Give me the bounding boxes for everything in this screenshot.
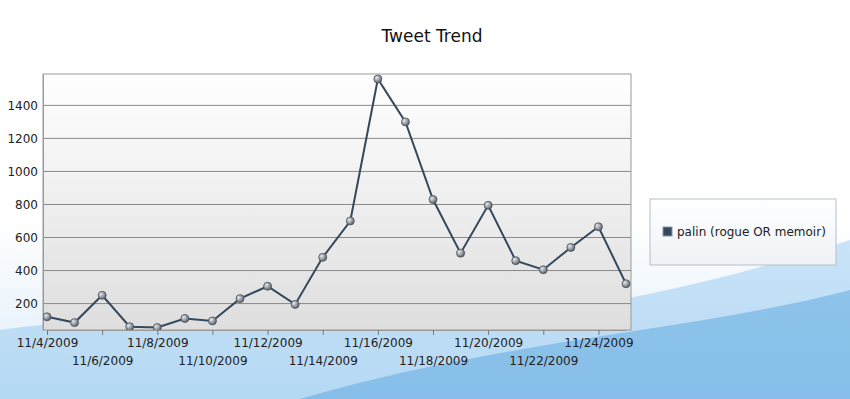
data-point	[429, 196, 437, 204]
x-tick-label: 11/18/2009	[399, 354, 468, 368]
x-tick-label: 11/20/2009	[454, 336, 523, 350]
x-tick-label: 11/14/2009	[289, 354, 358, 368]
legend-label: palin (rogue OR memoir)	[677, 225, 826, 239]
data-point	[98, 291, 106, 299]
x-tick: 11/12/2009	[233, 330, 302, 350]
grid-line	[43, 138, 631, 139]
x-tick-label: 11/8/2009	[127, 336, 189, 350]
data-point	[181, 314, 189, 322]
x-tick-mark	[212, 330, 213, 335]
y-tick-label: 200	[15, 297, 38, 311]
series-line	[47, 79, 626, 328]
legend-swatch	[663, 227, 672, 236]
data-point	[401, 118, 409, 126]
x-tick-mark	[433, 330, 434, 335]
data-point	[622, 280, 630, 288]
chart: 200 400 600 800 1000 1200 1400 11/4/2009 11/6/20…	[0, 0, 850, 399]
plot-area	[43, 74, 631, 330]
y-tick-label: 400	[15, 264, 38, 278]
x-tick-mark	[268, 330, 269, 335]
data-point	[71, 319, 79, 327]
x-axis: 11/4/2009 11/6/2009 11/8/2009 11/10/2009 11/…	[17, 330, 634, 368]
data-point	[236, 295, 244, 303]
data-point	[153, 324, 161, 330]
y-tick: 1400	[7, 99, 43, 113]
x-tick: 11/16/2009	[344, 330, 413, 350]
x-tick-label: 11/4/2009	[17, 336, 79, 350]
x-tick: 11/24/2009	[564, 330, 633, 350]
y-tick: 1000	[7, 165, 43, 179]
y-tick: 600	[15, 231, 43, 245]
data-point	[319, 253, 327, 261]
grid-line	[43, 171, 631, 172]
x-tick: 11/8/2009	[127, 330, 189, 350]
x-tick-label: 11/24/2009	[564, 336, 633, 350]
y-tick: 800	[15, 198, 43, 212]
data-point	[264, 282, 272, 290]
y-tick-label: 1400	[7, 99, 38, 113]
data-point	[512, 257, 520, 265]
x-tick-label: 11/12/2009	[233, 336, 302, 350]
grid-line	[43, 303, 631, 304]
grid-line	[43, 204, 631, 205]
x-tick-mark	[323, 330, 324, 335]
x-tick-mark	[598, 330, 599, 335]
data-point	[374, 75, 382, 83]
x-tick-label: 11/10/2009	[178, 354, 247, 368]
background	[0, 0, 850, 399]
chart-title: Tweet Trend	[381, 26, 483, 46]
data-point	[484, 201, 492, 209]
y-tick-label: 1000	[7, 165, 38, 179]
x-tick-mark	[102, 330, 103, 335]
plot-frame	[43, 74, 631, 330]
data-point	[539, 266, 547, 274]
data-point	[208, 317, 216, 325]
data-point	[291, 300, 299, 308]
y-tick: 200	[15, 297, 43, 311]
x-tick-label: 11/22/2009	[509, 354, 578, 368]
y-tick-label: 600	[15, 231, 38, 245]
x-tick-mark	[378, 330, 379, 335]
x-tick: 11/20/2009	[454, 330, 523, 350]
y-tick-label: 800	[15, 198, 38, 212]
x-tick-label: 11/6/2009	[72, 354, 134, 368]
y-axis: 200 400 600 800 1000 1200 1400	[7, 75, 43, 331]
y-tick: 400	[15, 264, 43, 278]
x-tick-mark	[488, 330, 489, 335]
data-point	[346, 217, 354, 225]
data-point	[567, 243, 575, 251]
x-tick: 11/4/2009	[17, 330, 79, 350]
x-tick: 11/6/2009	[72, 330, 134, 368]
data-point	[43, 313, 51, 321]
x-tick-mark	[543, 330, 544, 335]
data-point	[126, 323, 134, 330]
marks	[43, 75, 630, 330]
x-tick-label: 11/16/2009	[344, 336, 413, 350]
data-point	[594, 223, 602, 231]
legend: palin (rogue OR memoir)	[650, 199, 836, 265]
grid	[43, 105, 631, 303]
data-point	[457, 249, 465, 257]
y-tick-label: 1200	[7, 132, 38, 146]
grid-line	[43, 105, 631, 106]
y-axis-line	[43, 75, 44, 331]
x-axis-line	[48, 330, 627, 331]
x-tick-mark	[157, 330, 158, 335]
legend-box	[650, 199, 836, 265]
y-tick: 1200	[7, 132, 43, 146]
x-tick-mark	[47, 330, 48, 335]
